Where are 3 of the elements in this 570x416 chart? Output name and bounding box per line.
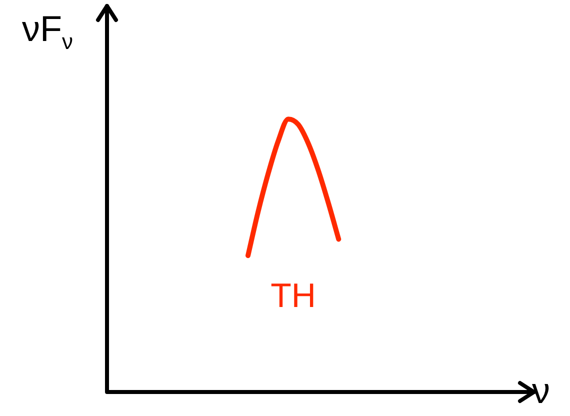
x-axis-title: ν <box>532 370 550 412</box>
y-axis-title: νF$_{ν}$ <box>22 8 73 56</box>
series-label: TH <box>270 276 316 315</box>
